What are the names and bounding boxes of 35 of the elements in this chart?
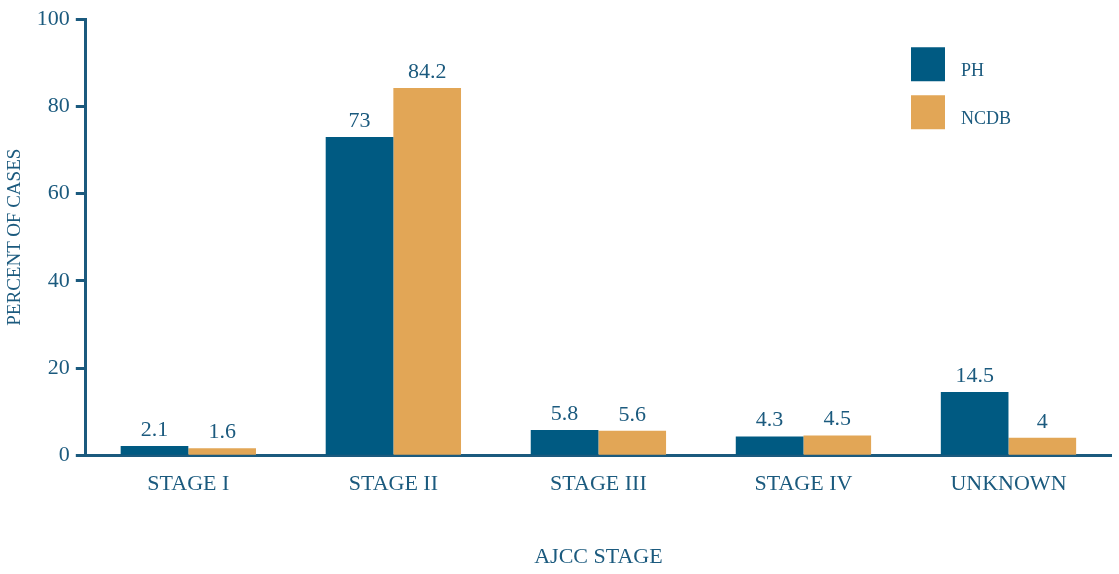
bar	[530, 429, 599, 455]
y-tick-label: 60	[47, 179, 70, 205]
x-tick-label: STAGE II	[348, 470, 438, 496]
y-tick-label: 0	[58, 440, 70, 466]
y-tick-label: 20	[47, 353, 70, 379]
x-tick-label: STAGE III	[550, 470, 647, 496]
bar	[188, 448, 256, 455]
data-label: 5.6	[618, 400, 646, 426]
bar	[803, 435, 872, 455]
data-label: 14.5	[955, 361, 994, 387]
data-label: 4.3	[755, 406, 784, 432]
bar	[393, 88, 462, 455]
data-label: 4.5	[823, 405, 852, 431]
x-tick-label: STAGE I	[147, 470, 230, 496]
bar	[735, 436, 804, 455]
x-axis-title: AJCC STAGE	[534, 542, 663, 568]
data-label: 4	[1036, 407, 1048, 433]
y-tick-label: 100	[36, 4, 70, 30]
data-label: 1.6	[208, 418, 236, 444]
bar	[325, 136, 394, 455]
legend-label: PH	[961, 59, 985, 80]
y-tick-label: 80	[47, 92, 70, 118]
x-tick-label: UNKNOWN	[950, 470, 1067, 496]
y-tick-label: 40	[47, 266, 70, 292]
bar	[1008, 437, 1077, 455]
data-label: 2.1	[140, 415, 169, 441]
legend-label: NCDB	[961, 107, 1012, 128]
bar	[598, 430, 667, 455]
data-label: 73	[348, 106, 371, 132]
bar	[940, 391, 1009, 455]
data-label: 5.8	[550, 399, 579, 425]
data-label: 84.2	[407, 57, 447, 83]
x-tick-label: STAGE IV	[754, 470, 853, 496]
y-axis-title: PERCENT OF CASES	[3, 148, 25, 326]
bar	[120, 446, 189, 455]
